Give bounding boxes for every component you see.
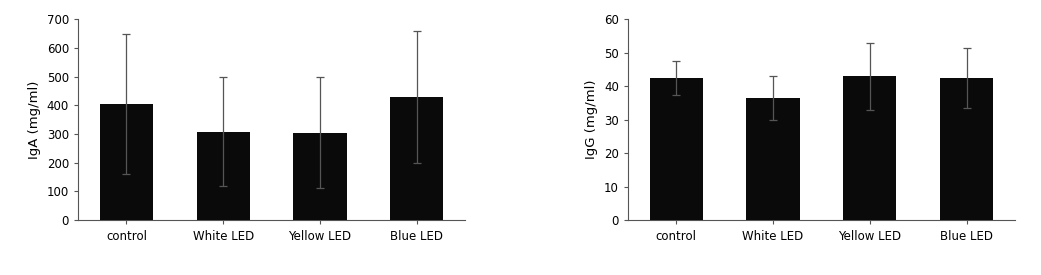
Bar [650,78,703,220]
Bar [940,78,993,220]
Bar [100,104,153,220]
Bar [294,133,347,220]
Y-axis label: IgA (mg/ml): IgA (mg/ml) [28,80,42,159]
Y-axis label: IgG (mg/ml): IgG (mg/ml) [585,80,599,160]
Bar [843,76,896,220]
Bar [390,97,443,220]
Bar [746,98,799,220]
Bar [197,132,250,220]
